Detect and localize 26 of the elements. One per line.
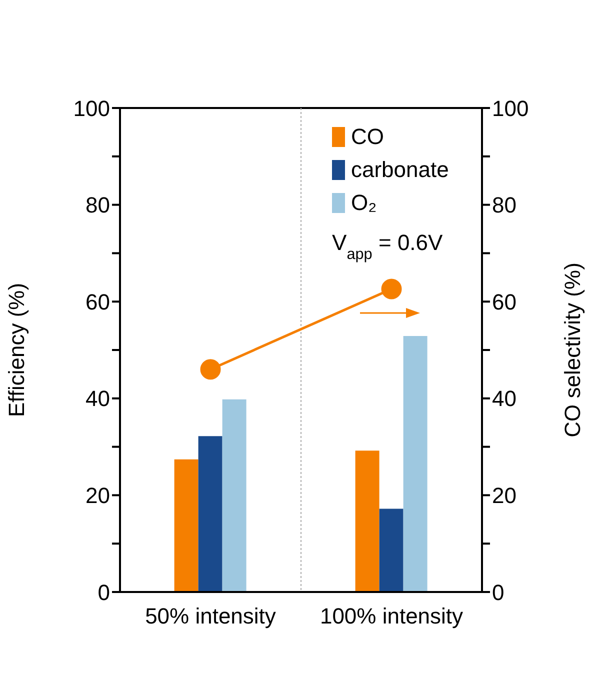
y2-tick-label: 0: [492, 580, 504, 605]
y-tick-label: 0: [98, 580, 110, 605]
y2-axis-title: CO selectivity (%): [560, 262, 585, 438]
y2-tick-label: 80: [492, 192, 516, 218]
legend-label: carbonate: [351, 156, 449, 182]
y2-tick-label: 20: [492, 483, 516, 508]
bar: [379, 508, 404, 592]
x-tick-label: 100% intensity: [320, 604, 464, 629]
y-tick-label: 100: [73, 96, 110, 121]
y-axis-title: Efficiency (%): [4, 282, 29, 418]
bar: [355, 450, 380, 592]
y-tick-label: 40: [86, 386, 110, 412]
x-tick-label: 50% intensity: [145, 604, 276, 629]
bar: [222, 399, 246, 592]
bar: [174, 459, 198, 592]
y2-tick-label: 40: [492, 386, 516, 412]
legend-label: O₂: [351, 190, 377, 216]
bar: [403, 336, 428, 592]
legend-label: CO: [351, 124, 384, 150]
bar: [198, 436, 222, 592]
y-tick-label: 60: [86, 289, 110, 314]
y-tick-label: 80: [86, 192, 110, 218]
y2-tick-label: 60: [492, 289, 516, 314]
y2-tick-label: 100: [492, 96, 529, 121]
y-tick-label: 20: [86, 483, 110, 508]
annotation: V$_{app}$ = 0.6V: [332, 230, 444, 262]
